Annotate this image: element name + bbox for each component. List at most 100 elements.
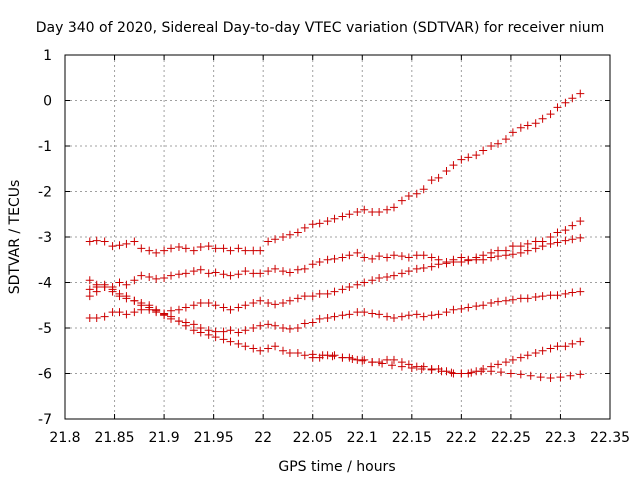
data-point: [494, 139, 503, 148]
data-point: [397, 362, 406, 371]
data-point: [204, 330, 213, 339]
data-point: [264, 267, 273, 276]
data-point: [234, 270, 243, 279]
data-point: [234, 339, 243, 348]
data-point: [279, 346, 287, 355]
data-point: [553, 238, 562, 247]
x-tick-label: 22.15: [392, 430, 432, 446]
data-point: [419, 251, 428, 260]
data-point: [279, 298, 287, 307]
data-point: [338, 285, 347, 294]
data-point: [115, 308, 124, 317]
data-point: [174, 270, 183, 279]
data-point: [576, 287, 585, 296]
data-point: [449, 305, 458, 314]
data-point: [174, 305, 183, 314]
data-point: [315, 219, 324, 228]
data-point: [464, 256, 473, 265]
data-point: [531, 349, 540, 358]
data-point: [318, 351, 327, 360]
data-point: [285, 349, 294, 358]
data-point: [412, 189, 421, 198]
data-point: [397, 312, 406, 321]
data-point: [553, 342, 562, 351]
data-point: [181, 244, 190, 253]
data-point: [353, 207, 362, 216]
data-point: [531, 244, 540, 253]
data-point: [546, 110, 555, 119]
data-point: [160, 273, 169, 282]
data-point: [531, 119, 540, 128]
data-point: [404, 267, 413, 276]
data-point: [479, 255, 488, 264]
data-point: [249, 246, 258, 255]
data-point: [85, 237, 94, 246]
data-point: [330, 287, 339, 296]
data-point: [145, 305, 154, 314]
data-point: [108, 285, 117, 294]
data-point: [457, 304, 466, 313]
data-point: [538, 346, 547, 355]
data-point: [437, 367, 446, 376]
y-tick-label: -1: [38, 139, 52, 155]
data-point: [553, 228, 562, 237]
data-point: [434, 173, 443, 182]
data-point: [293, 265, 302, 274]
data-point: [561, 289, 570, 298]
data-point: [152, 308, 161, 317]
data-point: [464, 303, 473, 312]
data-point: [219, 327, 228, 336]
y-tick-label: 0: [43, 94, 52, 110]
x-tick-label: 21.95: [194, 430, 234, 446]
data-point: [389, 203, 398, 212]
x-tick-label: 21.85: [94, 430, 134, 446]
data-point: [92, 280, 101, 289]
data-point: [360, 253, 369, 262]
data-point: [249, 298, 258, 307]
data-point: [226, 271, 235, 280]
data-point: [375, 207, 384, 216]
data-point: [404, 311, 413, 320]
data-point: [568, 288, 577, 297]
data-point: [536, 373, 545, 382]
data-point: [389, 251, 398, 260]
data-point: [412, 251, 421, 260]
data-point: [167, 271, 176, 280]
data-points: [85, 89, 585, 383]
data-point: [204, 269, 213, 278]
data-point: [516, 370, 525, 379]
data-point: [279, 267, 287, 276]
data-point: [338, 311, 347, 320]
data-point: [271, 264, 280, 273]
data-point: [561, 98, 570, 107]
data-point: [219, 270, 228, 279]
data-point: [368, 207, 377, 216]
data-point: [553, 103, 562, 112]
data-point: [508, 128, 517, 137]
x-tick-label: 21.9: [149, 430, 180, 446]
data-point: [501, 296, 510, 305]
data-point: [300, 292, 309, 301]
data-point: [464, 153, 473, 162]
y-tick-label: -5: [38, 321, 52, 337]
data-point: [516, 353, 525, 362]
data-point: [85, 285, 94, 294]
data-point: [152, 274, 161, 283]
data-point: [130, 308, 139, 317]
data-point: [358, 356, 367, 365]
data-point: [122, 239, 131, 248]
data-point: [457, 369, 466, 378]
data-point: [249, 344, 258, 353]
data-point: [457, 155, 466, 164]
data-point: [348, 354, 357, 363]
y-axis-ticks: -7 -6 -5 -4 -3 -2 -1 0 1: [38, 48, 610, 428]
data-point: [100, 283, 109, 292]
data-point: [412, 310, 421, 319]
data-point: [285, 324, 294, 333]
y-axis-label: SDTVAR / TECUs: [7, 180, 23, 295]
data-point: [122, 292, 131, 301]
data-point: [285, 268, 294, 277]
data-point: [419, 185, 428, 194]
data-point: [568, 235, 577, 244]
data-point: [241, 246, 250, 255]
